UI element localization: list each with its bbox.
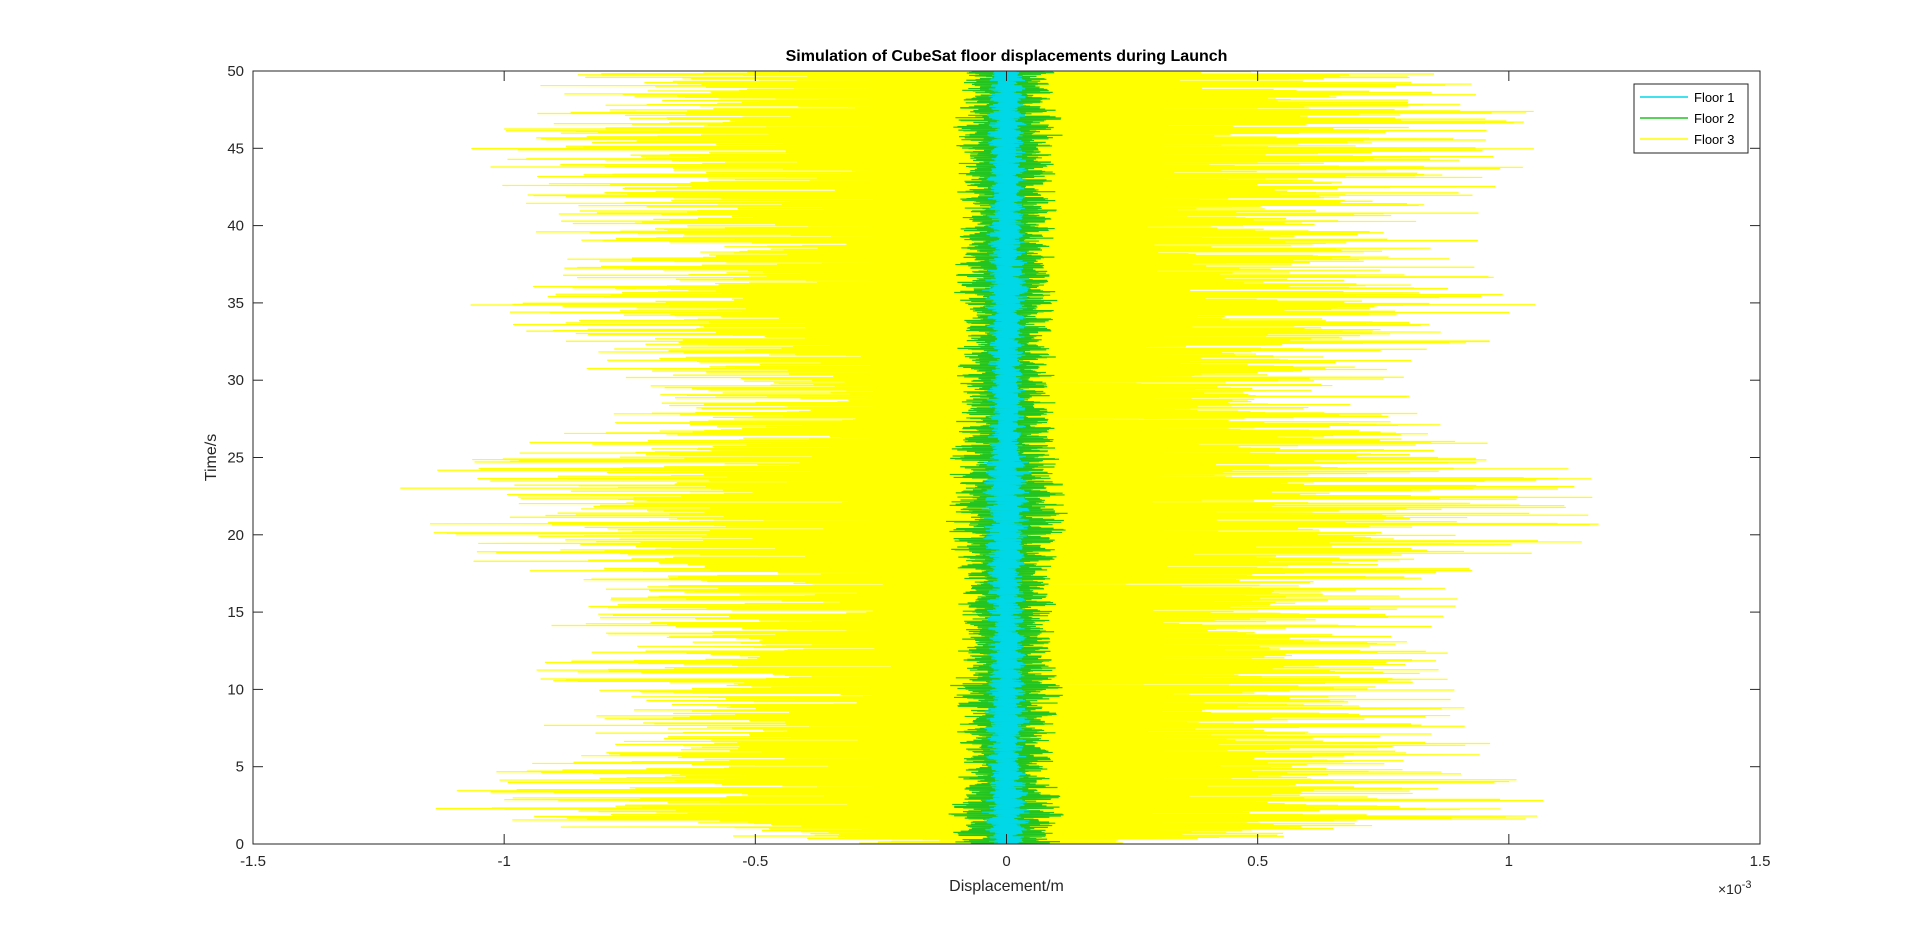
y-tick-label: 20 <box>227 527 244 544</box>
x-axis-exponent: ×10-3 <box>1718 879 1752 897</box>
legend-entry: Floor 3 <box>1694 132 1734 147</box>
x-axis-exponent-base: ×10 <box>1718 881 1742 897</box>
y-tick-label: 50 <box>227 63 244 80</box>
y-tick-label: 40 <box>227 218 244 235</box>
y-axis-label: Time/s <box>203 434 220 481</box>
x-tick-label: 0 <box>1002 853 1010 870</box>
x-tick-label: -1 <box>497 853 510 870</box>
chart-title: Simulation of CubeSat floor displacement… <box>786 48 1228 65</box>
y-tick-label: 15 <box>227 604 244 621</box>
y-tick-label: 45 <box>227 140 244 157</box>
legend-entry: Floor 1 <box>1694 90 1734 105</box>
ticks-layer: -1.5 -1 -0.5 0 0.5 1 1.5 0 5 10 15 20 25 30 35 40 45 50 <box>227 63 1770 870</box>
x-axis-label: Displacement/m <box>949 878 1064 895</box>
x-tick-label: 1.5 <box>1750 853 1771 870</box>
y-tick-label: 10 <box>227 681 244 698</box>
y-tick-label: 25 <box>227 450 244 467</box>
series-layer <box>400 71 1599 844</box>
y-tick-label: 35 <box>227 295 244 312</box>
y-tick-label: 30 <box>227 372 244 389</box>
x-tick-label: 0.5 <box>1247 853 1268 870</box>
series-line-floor-1 <box>981 71 1032 844</box>
y-tick-label: 0 <box>236 836 244 853</box>
legend: Floor 1 Floor 2 Floor 3 <box>1633 83 1749 154</box>
x-tick-label: -0.5 <box>742 853 768 870</box>
x-tick-label: -1.5 <box>240 853 266 870</box>
x-axis-exponent-power: -3 <box>1742 879 1752 891</box>
x-tick-label: 1 <box>1505 853 1513 870</box>
y-tick-label: 5 <box>236 759 244 776</box>
legend-entry: Floor 2 <box>1694 111 1734 126</box>
